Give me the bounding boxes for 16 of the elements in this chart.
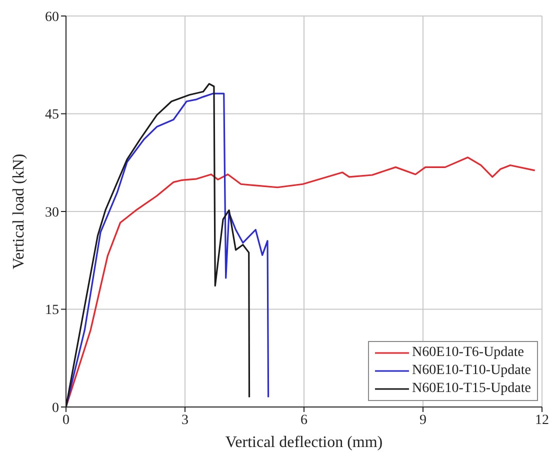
x-tick-label: 3 <box>182 412 188 428</box>
x-tick-label: 12 <box>535 412 549 428</box>
x-tick-label: 6 <box>300 412 308 428</box>
y-tick-label: 15 <box>45 303 59 318</box>
y-tick-label: 30 <box>45 205 59 220</box>
x-axis-title: Vertical deflection (mm) <box>225 434 383 451</box>
y-axis-title: Vertical load (kN) <box>10 154 28 270</box>
legend-label: N60E10-T6-Update <box>412 344 524 362</box>
y-tick-label: 0 <box>52 400 59 416</box>
y-tick-label: 45 <box>45 108 59 123</box>
line-series <box>66 156 536 407</box>
y-tick-label: 60 <box>45 10 59 25</box>
legend-label: N60E10-T10-Update <box>412 362 531 380</box>
legend-label: N60E10-T15-Update <box>412 380 531 398</box>
x-tick-label: 0 <box>62 412 70 428</box>
x-tick-label: 9 <box>420 412 426 428</box>
